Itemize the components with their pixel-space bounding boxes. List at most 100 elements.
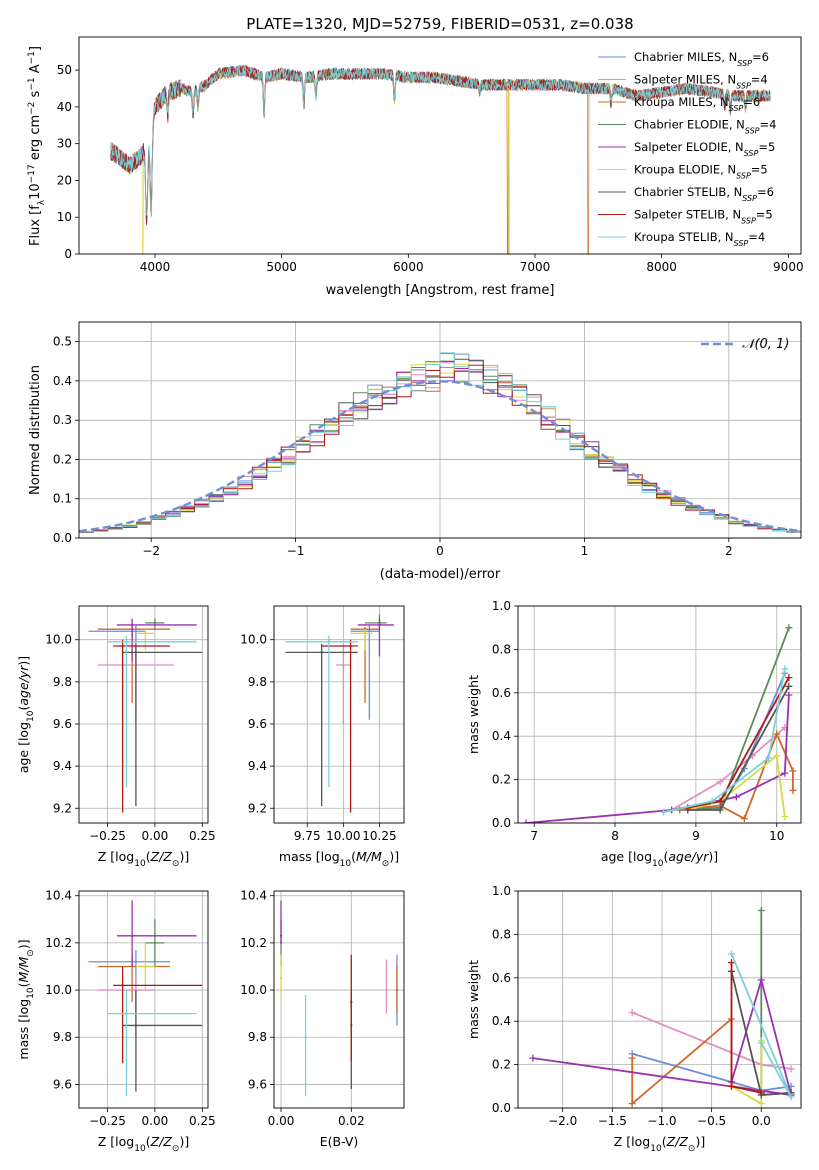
legend-entry-kroupa_elodie: Kroupa ELODIE, NSSP=5 bbox=[634, 163, 768, 181]
y-tick-label: 9.8 bbox=[53, 675, 72, 689]
series-point-kroupa_stelib bbox=[765, 754, 773, 762]
x-tick-label: 0 bbox=[436, 544, 444, 558]
series-point-kroupa_elodie bbox=[757, 1100, 765, 1108]
x-tick-label: 5000 bbox=[266, 260, 297, 274]
series-point-kroupa_elodie bbox=[773, 752, 781, 760]
point-kroupa_stelib bbox=[304, 1036, 307, 1039]
series-point-salpeter_elodie bbox=[529, 1054, 537, 1062]
y-tick-label: 0.3 bbox=[53, 413, 72, 427]
chart-mass_vs_ebv: 0.00 0.02 9.6 9.8 10.0 10.2 10.4 bbox=[240, 889, 405, 1128]
y-tick-label: 1.0 bbox=[492, 884, 511, 898]
x-tick-label: 4000 bbox=[140, 260, 171, 274]
y-axis-label: age [log10(age/yr)] bbox=[16, 656, 36, 773]
series-point-salpeter_miles bbox=[787, 1065, 795, 1073]
x-tick-label: 0.02 bbox=[338, 1114, 365, 1128]
y-axis-label: mass weight bbox=[466, 960, 481, 1039]
series-point-chabrier_stelib bbox=[716, 806, 724, 814]
y-tick-label: 10.4 bbox=[45, 889, 72, 903]
x-axis-label: Z [log10(Z/Z⊙)] bbox=[98, 1134, 189, 1154]
x-axis-label: age [log10(age/yr)] bbox=[601, 849, 718, 869]
y-axis-label: Flux [fλ10−17 erg cm−2 s−1 A−1] bbox=[27, 46, 47, 246]
x-tick-label: −0.25 bbox=[89, 829, 126, 843]
point-kroupa_stelib bbox=[125, 1012, 128, 1015]
legend-entry-salpeter_elodie: Salpeter ELODIE, NSSP=5 bbox=[634, 140, 775, 158]
plot-area bbox=[279, 900, 399, 1097]
point-chabrier_stelib bbox=[320, 651, 323, 654]
series-point-kroupa_miles bbox=[789, 786, 797, 794]
chart-title: PLATE=1320, MJD=52759, FIBERID=0531, z=0… bbox=[246, 15, 633, 33]
x-tick-label: 7 bbox=[530, 829, 538, 843]
series-point-kroupa_stelib bbox=[787, 1093, 795, 1101]
x-tick-label: 1 bbox=[581, 544, 589, 558]
series-point-kroupa_elodie bbox=[781, 812, 789, 820]
series-point-chabrier_stelib bbox=[785, 682, 793, 690]
y-tick-label: 50 bbox=[57, 63, 72, 77]
series-point-kroupa_miles bbox=[628, 1054, 636, 1062]
axes-frame bbox=[78, 321, 802, 539]
point-kroupa_elodie bbox=[144, 632, 147, 635]
series-point-kroupa_miles bbox=[773, 730, 781, 738]
chart-age_vs_z: −0.25 0.00 0.25 9.2 9.4 9.6 9.8 10.0 bbox=[45, 605, 216, 843]
series-point-salpeter_stelib bbox=[716, 797, 724, 805]
point-salpeter_elodie bbox=[130, 934, 134, 938]
point-salpeter_stelib bbox=[350, 1000, 353, 1004]
point-kroupa_miles bbox=[395, 988, 399, 992]
series-point-salpeter_stelib bbox=[757, 1089, 765, 1097]
y-tick-label: 0.6 bbox=[492, 686, 511, 700]
y-tick-label: 0.0 bbox=[492, 816, 511, 830]
series-line-kroupa_elodie bbox=[731, 1040, 763, 1106]
x-tick-label: −1.5 bbox=[598, 1114, 627, 1128]
y-tick-label: 30 bbox=[57, 137, 72, 151]
axes-frame bbox=[517, 890, 802, 1109]
y-axis-label: mass [log10(M/M⊙)] bbox=[16, 939, 36, 1059]
y-tick-label: 10.0 bbox=[240, 633, 267, 647]
x-tick-label: −1.0 bbox=[647, 1114, 676, 1128]
x-tick-label: 9000 bbox=[773, 260, 804, 274]
y-tick-label: 0.5 bbox=[53, 335, 72, 349]
y-tick-label: 10.0 bbox=[240, 983, 267, 997]
y-tick-label: 9.6 bbox=[248, 1077, 267, 1091]
y-tick-label: 9.8 bbox=[248, 675, 267, 689]
x-axis-label: mass [log10(M/M⊙)] bbox=[279, 849, 399, 869]
y-tick-label: 10.2 bbox=[45, 936, 72, 950]
axes-frame bbox=[273, 890, 405, 1109]
x-tick-label: 0.25 bbox=[189, 1114, 216, 1128]
y-tick-label: 10.4 bbox=[240, 889, 267, 903]
point-chabrier_elodie bbox=[153, 621, 157, 625]
y-tick-label: 0.0 bbox=[53, 531, 72, 545]
series-point-chabrier_elodie bbox=[785, 624, 793, 632]
y-tick-label: 9.8 bbox=[53, 1030, 72, 1044]
axes-frame bbox=[78, 36, 802, 255]
x-tick-label: 0.00 bbox=[268, 1114, 295, 1128]
y-tick-label: 9.2 bbox=[53, 801, 72, 815]
point-chabrier_miles bbox=[368, 630, 371, 633]
y-tick-label: 10.0 bbox=[45, 983, 72, 997]
x-tick-label: 9 bbox=[692, 829, 700, 843]
y-tick-label: 10.0 bbox=[45, 633, 72, 647]
x-tick-label: 2 bbox=[725, 544, 733, 558]
chart-mass_weight_vs_age: 7 8 9 10 0.0 0.2 0.4 0.6 0.8 1.0 bbox=[492, 599, 802, 843]
series-line-kroupa_stelib bbox=[663, 668, 786, 813]
x-tick-label: −2 bbox=[142, 544, 160, 558]
point-salpeter_stelib bbox=[121, 984, 124, 987]
spectrum-line-kroupa_stelib bbox=[110, 64, 771, 216]
series-point-kroupa_miles bbox=[789, 767, 797, 775]
legend: Chabrier MILES, NSSP=6 Salpeter MILES, NS… bbox=[598, 50, 776, 248]
x-tick-label: −1 bbox=[287, 544, 305, 558]
point-chabrier_stelib bbox=[134, 1024, 138, 1027]
y-tick-label: 0.2 bbox=[53, 452, 72, 466]
y-tick-label: 0.2 bbox=[492, 1058, 511, 1072]
y-tick-label: 0.2 bbox=[492, 773, 511, 787]
point-salpeter_stelib bbox=[121, 644, 124, 648]
x-axis-label: Z [log10(Z/Z⊙)] bbox=[98, 849, 189, 869]
y-tick-label: 0.1 bbox=[53, 492, 72, 506]
series-point-kroupa_stelib bbox=[781, 665, 789, 673]
plot-area bbox=[88, 618, 203, 813]
series-point-kroupa_miles bbox=[628, 1100, 636, 1108]
x-tick-label: 6000 bbox=[393, 260, 424, 274]
chart-residuals: −2 −1 0 1 2 0.0 0.1 0.2 0.3 0.4 0.5 𝒩(0, 1) bbox=[53, 321, 802, 558]
series-point-kroupa_miles bbox=[740, 815, 748, 823]
x-tick-label: 0.00 bbox=[142, 1114, 169, 1128]
series-line-salpeter_miles bbox=[671, 726, 786, 811]
series-point-salpeter_elodie bbox=[522, 819, 530, 823]
